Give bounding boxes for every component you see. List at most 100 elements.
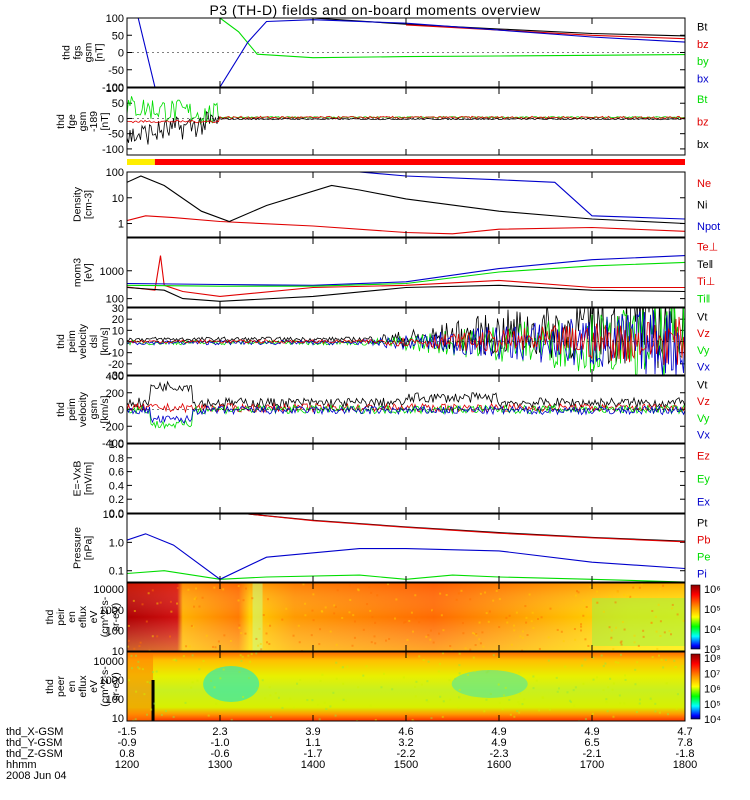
electron-flux-speckle [247, 677, 250, 680]
ion-flux-speckle [642, 629, 645, 632]
series-line-Pe [127, 570, 685, 582]
colorbar-tick-label: 10⁴ [704, 714, 721, 726]
ion-flux-speckle [312, 619, 315, 622]
electron-flux-speckle [196, 679, 199, 682]
ion-flux-speckle [530, 620, 533, 623]
electron-flux-speckle [492, 654, 495, 657]
ion-flux-speckle [237, 599, 240, 602]
ion-flux-speckle [577, 591, 580, 594]
ion-flux-speckle [176, 602, 179, 605]
series-line-Te‖ [127, 284, 685, 302]
y-tick-label: 100 [106, 625, 124, 637]
electron-flux-speckle [449, 698, 452, 701]
ion-flux-speckle [410, 611, 413, 614]
electron-flux-speckle [650, 699, 653, 702]
electron-flux-speckle [418, 655, 421, 658]
ephemeris-value: 6.5 [584, 737, 600, 749]
legend-entry: Ti⊥ [697, 276, 715, 288]
legend-entry: Vy [697, 345, 710, 357]
ion-flux-speckle [547, 636, 550, 639]
ion-flux-speckle [258, 627, 261, 630]
electron-flux-speckle [130, 667, 133, 670]
ion-flux-speckle [352, 614, 355, 617]
ion-flux-speckle [474, 644, 477, 647]
date-label: 2008 Jun 04 [6, 770, 67, 782]
electron-flux-speckle [458, 672, 461, 675]
ion-flux-speckle [429, 638, 432, 641]
ion-flux-speckle [353, 636, 356, 639]
electron-flux-speckle [568, 699, 571, 702]
ephemeris-value: 1400 [300, 759, 326, 771]
ephemeris-value: 4.6 [398, 726, 414, 738]
electron-flux-speckle [335, 677, 338, 680]
ion-flux-speckle [262, 614, 265, 617]
electron-flux-speckle [132, 719, 135, 721]
electron-flux-early [127, 652, 154, 721]
ion-flux-speckle [205, 634, 208, 637]
electron-flux-speckle [457, 706, 460, 709]
ion-flux-speckle [632, 586, 635, 589]
electron-flux-speckle [572, 689, 575, 692]
y-tick-label: -50 [108, 129, 124, 141]
ephemeris-value: -2.3 [489, 748, 509, 760]
ion-flux-speckle [538, 647, 541, 650]
electron-flux-speckle [311, 699, 314, 702]
legend-entry: Pi [697, 569, 707, 581]
ion-flux-speckle [348, 611, 351, 614]
ion-flux-speckle [318, 643, 321, 646]
electron-flux-speckle [299, 678, 302, 681]
electron-flux-speckle [581, 664, 584, 667]
ephemeris-value: 1200 [114, 759, 140, 771]
ion-flux-speckle [587, 644, 590, 647]
ion-flux-speckle [170, 610, 173, 613]
ion-flux-speckle [266, 641, 269, 644]
ion-flux-speckle [201, 596, 204, 599]
y-tick-label: 1000 [100, 266, 124, 278]
y-tick-label: 100 [106, 83, 124, 95]
legend-entry: Ni [697, 200, 707, 212]
ion-flux-speckle [348, 584, 351, 587]
y-tick-label: 10000 [93, 584, 124, 596]
y-axis-label: thd [61, 45, 73, 60]
ion-flux-speckle [193, 598, 196, 601]
y-tick-label: -100 [102, 144, 124, 156]
legend-entry: Ez [697, 451, 710, 463]
panel-frame [126, 17, 686, 88]
ion-flux-speckle [655, 630, 658, 633]
ion-flux-speckle [485, 612, 488, 615]
series-line-Ni [127, 175, 685, 225]
y-tick-label: 30 [112, 303, 124, 315]
ion-flux-speckle [671, 607, 674, 610]
electron-flux-speckle [557, 687, 560, 690]
electron-flux-speckle [342, 698, 345, 701]
ion-flux-speckle [133, 647, 136, 650]
electron-flux-speckle [664, 658, 667, 661]
electron-flux-speckle [654, 710, 657, 713]
y-tick-label: 200 [106, 388, 124, 400]
ion-flux-speckle [374, 642, 377, 645]
ephemeris-value: 0.8 [119, 748, 135, 760]
electron-flux-speckle [518, 671, 521, 674]
noisy-trace-vx [127, 310, 685, 375]
ion-flux-speckle [505, 616, 508, 619]
ion-flux-speckle [637, 644, 640, 647]
ephemeris-value: 1.1 [305, 737, 321, 749]
ion-flux-speckle [560, 630, 563, 633]
electron-flux-speckle [346, 665, 349, 668]
ion-flux-speckle [335, 643, 338, 646]
electron-flux-speckle [497, 683, 500, 686]
ion-flux-speckle [524, 605, 527, 608]
ion-flux-speckle [138, 645, 141, 648]
legend-entry: Ti‖ [697, 293, 710, 305]
panel-frame [126, 237, 686, 308]
y-tick-label: 1.0 [109, 537, 124, 549]
electron-flux-speckle [483, 710, 486, 713]
ephemeris-value: 3.9 [305, 726, 321, 738]
ion-flux-speckle [621, 620, 624, 623]
legend-entry: Ex [697, 497, 710, 509]
ion-flux-speckle [521, 636, 524, 639]
electron-flux-speckle [448, 679, 451, 682]
electron-flux-speckle [369, 704, 372, 707]
electron-flux-speckle [325, 707, 328, 710]
